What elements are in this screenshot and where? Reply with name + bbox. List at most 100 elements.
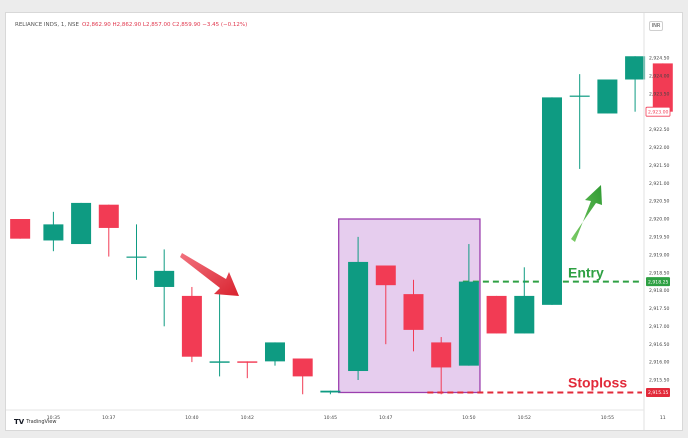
chart-window[interactable]: 2,924.50 2,924.00 2,923.50 2,922.50 2,922.00… <box>5 12 683 431</box>
price-tick-label: 2,918.00 <box>649 288 670 294</box>
candle-body <box>348 261 369 372</box>
price-tick-label: 2,920.00 <box>649 217 670 223</box>
time-tick-label: 10:50 <box>462 415 475 421</box>
entry-price-tag-label: 2,918.25 <box>648 279 669 285</box>
time-tick-label: 10:37 <box>102 415 115 421</box>
candle <box>375 265 396 345</box>
symbol-legend[interactable]: RELIANCE INDS, 1, NSE O2,862.90 H2,862.90… <box>15 22 247 28</box>
candle <box>126 224 147 280</box>
entry-price-tag-bg <box>646 277 670 287</box>
candle <box>403 279 424 352</box>
candle-body <box>652 63 673 112</box>
time-tick-label: 10:42 <box>241 415 254 421</box>
candle <box>98 204 119 257</box>
screenshot-top-strip <box>0 0 688 12</box>
down-arrow-icon <box>180 253 239 296</box>
time-tick-label: 11 <box>660 415 666 421</box>
price-tick-label: 2,916.50 <box>649 342 670 348</box>
candle <box>292 358 313 395</box>
price-tick-label: 2,922.00 <box>649 145 670 151</box>
entry-annotation: Entry <box>568 265 604 281</box>
stoploss-annotation: Stoploss <box>568 374 627 390</box>
candle-body <box>237 361 258 363</box>
stoploss-price-tag-bg <box>646 387 670 397</box>
price-tick-label: 2,916.00 <box>649 360 670 366</box>
price-axis[interactable]: 2,924.50 2,924.00 2,923.50 2,922.50 2,922.00… <box>643 13 670 431</box>
price-tick-label: 2,924.00 <box>649 74 670 80</box>
price-tick-label: 2,921.00 <box>649 181 670 187</box>
candle-body <box>126 256 147 258</box>
price-tick-label: 2,918.50 <box>649 270 670 276</box>
candle-body <box>569 95 590 97</box>
candle-body <box>292 358 313 377</box>
candle <box>625 56 646 112</box>
price-tick-label: 2,917.00 <box>649 324 670 330</box>
candle-body <box>71 202 92 245</box>
time-tick-label: 10:52 <box>518 415 531 421</box>
price-tick-label: 2,923.50 <box>649 91 670 97</box>
candle <box>431 337 452 395</box>
candle-body <box>458 281 479 366</box>
candle-body <box>209 361 230 363</box>
time-tick-label: 10:40 <box>185 415 198 421</box>
tradingview-logo[interactable]: 𝗧𝗩 TradingView <box>14 418 56 426</box>
price-tick-label: 2,922.50 <box>649 127 670 133</box>
time-tick-label: 10:35 <box>47 415 60 421</box>
candle-body <box>181 295 202 357</box>
tradingview-logo-text: TradingView <box>26 419 57 425</box>
candle-body <box>403 294 424 330</box>
candle <box>10 219 31 239</box>
candle <box>264 342 285 366</box>
time-axis[interactable]: 10:35 10:37 10:40 10:42 10:45 10:47 10:50 10:52… <box>6 409 666 421</box>
candle-body <box>10 219 31 239</box>
price-tick-label: 2,917.50 <box>649 306 670 312</box>
candle <box>486 295 507 334</box>
candle <box>320 390 341 395</box>
candle <box>181 286 202 363</box>
candle-body <box>541 97 562 305</box>
candle <box>237 361 258 379</box>
last-price-tag-bg <box>645 106 671 117</box>
candle-body <box>597 79 618 114</box>
candlestick-chart[interactable]: 2,924.50 2,924.00 2,923.50 2,922.50 2,922.00… <box>6 13 683 431</box>
candle-body <box>625 56 646 80</box>
candle-body <box>320 390 341 393</box>
tradingview-logo-icon: 𝗧𝗩 <box>14 418 25 426</box>
candle <box>458 244 479 366</box>
candle <box>569 74 590 169</box>
symbol-name[interactable]: RELIANCE INDS, 1, NSE <box>15 22 79 28</box>
last-price-tag-label: 2,923.00 <box>648 109 669 115</box>
price-tick-label: 2,919.00 <box>649 252 670 258</box>
candle-body <box>43 224 64 241</box>
price-tags: 2,923.00 2,918.25 2,915.15 <box>645 106 671 397</box>
price-tick-label: 2,924.50 <box>649 56 670 62</box>
candle <box>541 97 562 305</box>
up-arrow-icon <box>571 185 602 242</box>
time-tick-label: 10:47 <box>379 415 392 421</box>
candle <box>514 267 535 334</box>
candles <box>10 56 673 395</box>
candle-body <box>98 204 119 228</box>
annotations: Entry Stoploss <box>568 265 627 391</box>
time-tick-label: 10:45 <box>324 415 337 421</box>
candle <box>597 79 618 114</box>
candle <box>154 249 175 327</box>
candle <box>652 63 673 112</box>
stoploss-price-tag-label: 2,915.15 <box>648 390 669 396</box>
currency-button[interactable]: INR <box>649 21 663 31</box>
candle-body <box>486 295 507 334</box>
price-tick-label: 2,921.50 <box>649 163 670 169</box>
time-tick-label: 10:55 <box>601 415 614 421</box>
candle <box>43 211 64 252</box>
candle-body <box>264 342 285 362</box>
ohlc-values: O2,862.90 H2,862.90 L2,857.00 C2,859.90 … <box>81 22 248 28</box>
candle-body <box>514 295 535 334</box>
price-tick-label: 2,920.50 <box>649 199 670 205</box>
level-lines <box>427 280 642 394</box>
trend-arrows <box>180 185 602 296</box>
candle-body <box>375 265 396 286</box>
candle-body <box>431 342 452 368</box>
candle-body <box>154 270 175 287</box>
price-tick-label: 2,915.50 <box>649 378 670 384</box>
candle <box>348 236 369 380</box>
